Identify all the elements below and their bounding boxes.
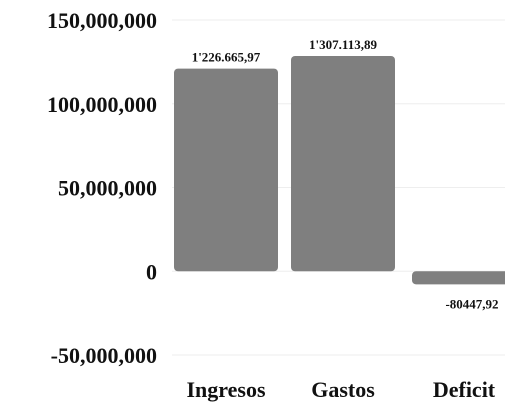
x-category-label: Deficit bbox=[433, 377, 496, 402]
y-tick-label: 0 bbox=[146, 259, 157, 284]
bar-deficit bbox=[412, 271, 505, 285]
bars bbox=[174, 56, 505, 285]
y-axis-ticks: 150,000,000 100,000,000 50,000,000 0 -50,000… bbox=[47, 8, 157, 368]
x-category-label: Ingresos bbox=[186, 377, 265, 402]
y-tick-label: -50,000,000 bbox=[51, 343, 157, 368]
y-tick-label: 50,000,000 bbox=[58, 176, 157, 201]
x-category-label: Gastos bbox=[311, 377, 375, 402]
data-labels: 1'226.665,97 1'307.113,89 -80447,92 bbox=[192, 37, 499, 311]
data-label-ingresos: 1'226.665,97 bbox=[192, 50, 261, 65]
bar-gastos bbox=[291, 56, 395, 272]
y-tick-label: 150,000,000 bbox=[47, 8, 157, 33]
y-tick-label: 100,000,000 bbox=[47, 92, 157, 117]
data-label-deficit: -80447,92 bbox=[445, 296, 498, 311]
bar-ingresos bbox=[174, 68, 278, 272]
x-axis-categories: Ingresos Gastos Deficit bbox=[186, 377, 495, 402]
data-label-gastos: 1'307.113,89 bbox=[309, 37, 377, 52]
